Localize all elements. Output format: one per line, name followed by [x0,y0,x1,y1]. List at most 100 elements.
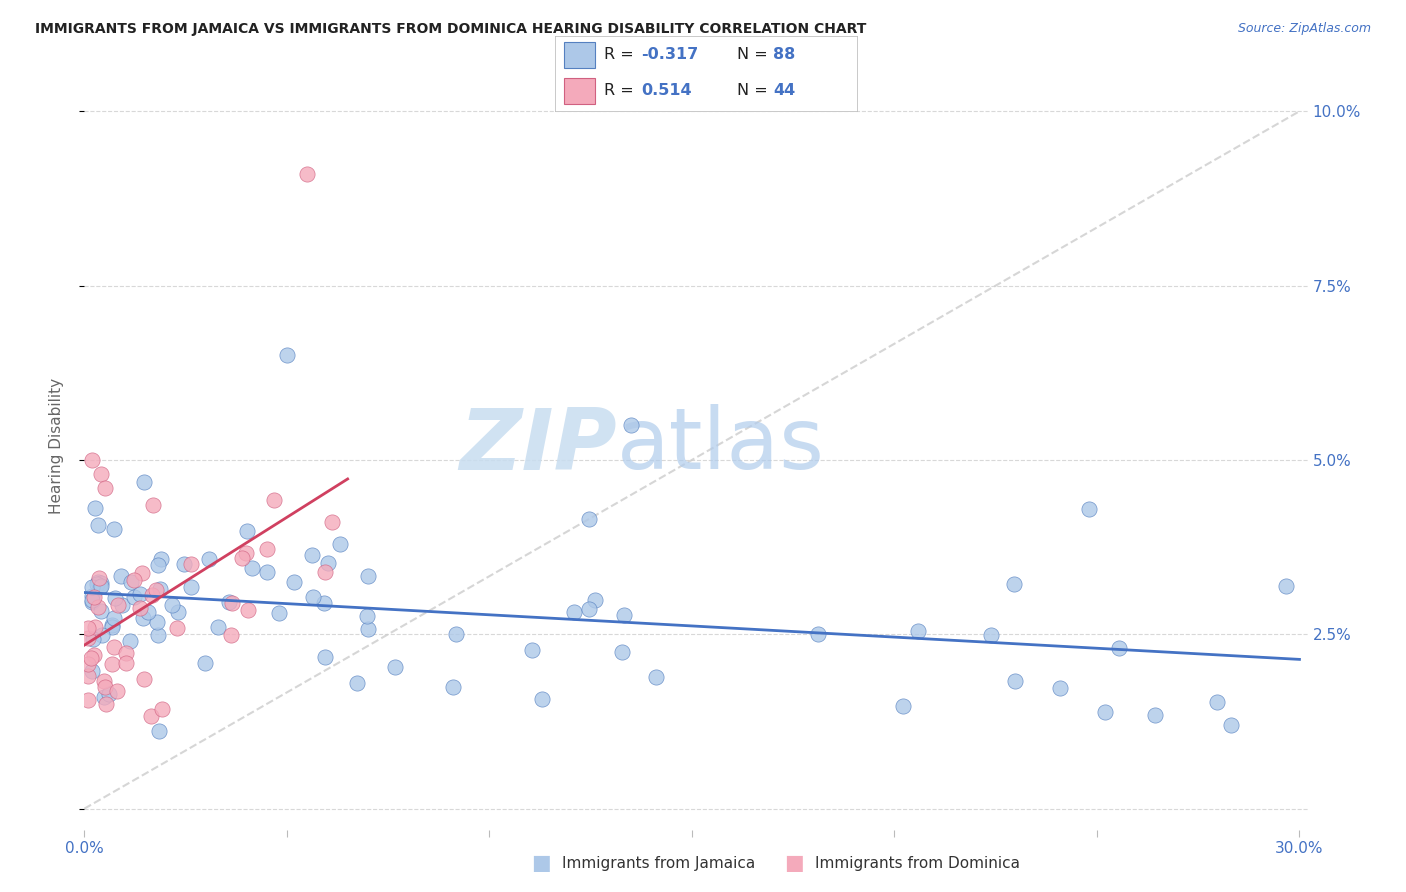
Point [120,634,142,648]
Point [520,643,543,657]
Point [180,580,202,594]
Point [103,640,125,655]
Bar [564,78,595,104]
Text: ZIP: ZIP [458,404,616,488]
Point [357,622,380,636]
Point [132,611,155,625]
Point [122,591,145,605]
Point [149,582,172,596]
Point [218,595,240,609]
Point [77,631,100,645]
Point [82,632,104,646]
Point [101,618,124,632]
Point [150,702,173,716]
Point [122,574,145,588]
Point [90,578,112,592]
Point [441,680,464,694]
Point [180,557,202,571]
Point [77,657,100,671]
Point [93,674,115,689]
Point [97,687,120,701]
Bar [564,42,595,68]
Point [267,606,290,620]
Point [132,475,155,490]
Point [1094,705,1116,719]
Point [562,606,585,620]
Point [131,566,153,581]
Point [620,418,643,433]
Point [263,493,285,508]
Point [316,556,339,570]
Text: Immigrants from Jamaica: Immigrants from Jamaica [562,856,755,871]
Point [302,590,325,604]
Point [1206,695,1229,709]
Point [1108,640,1130,655]
Point [236,524,259,539]
Point [82,580,104,594]
Point [91,627,114,641]
Point [101,657,124,672]
Text: R =: R = [603,46,638,62]
Point [219,628,242,642]
Point [221,596,243,610]
Point [146,615,169,630]
Point [93,680,115,694]
Point [357,569,380,583]
Point [891,699,914,714]
Point [87,518,110,533]
Point [231,550,253,565]
Point [93,481,115,495]
Text: R =: R = [603,83,638,98]
Point [146,558,169,572]
Point [166,605,188,619]
Point [173,558,195,572]
Text: Immigrants from Dominica: Immigrants from Dominica [815,856,1021,871]
Point [148,628,170,642]
Point [1004,673,1026,688]
Point [90,467,112,481]
Point [295,167,318,181]
Point [82,589,104,603]
Text: 0.514: 0.514 [641,83,692,98]
Point [77,693,100,707]
Point [444,627,467,641]
Point [610,645,633,659]
Y-axis label: Hearing Disability: Hearing Disability [49,378,63,514]
Point [94,697,117,711]
Text: Source: ZipAtlas.com: Source: ZipAtlas.com [1237,22,1371,36]
Point [82,665,104,679]
Text: IMMIGRANTS FROM JAMAICA VS IMMIGRANTS FROM DOMINICA HEARING DISABILITY CORRELATI: IMMIGRANTS FROM JAMAICA VS IMMIGRANTS FR… [35,22,866,37]
Point [314,649,336,664]
Point [79,651,101,665]
Point [240,561,263,575]
Text: ■: ■ [531,854,551,873]
Point [138,605,160,619]
Point [111,598,134,612]
Point [314,596,336,610]
Point [103,522,125,536]
Point [110,569,132,583]
Point [235,546,257,560]
Point [142,499,165,513]
Point [314,565,336,579]
Point [115,656,138,670]
Point [194,656,217,670]
Point [644,670,666,684]
Point [346,675,368,690]
Point [129,601,152,615]
Point [613,607,636,622]
Point [166,621,188,635]
Point [207,620,229,634]
Point [578,511,600,525]
Point [104,591,127,605]
Point [101,620,124,634]
Point [89,581,111,595]
Point [980,628,1002,642]
Point [107,598,129,612]
Point [256,565,278,579]
Point [321,515,343,529]
Point [82,592,104,607]
Point [1219,718,1241,732]
Text: atlas: atlas [616,404,824,488]
Point [283,574,305,589]
